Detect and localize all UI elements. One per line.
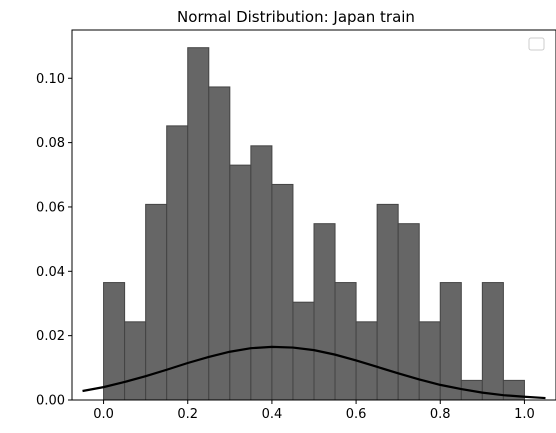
legend-box <box>528 37 545 51</box>
histogram-bar <box>229 164 252 401</box>
normal-curve-line <box>82 345 546 400</box>
bars-layer <box>103 47 525 401</box>
histogram-bar <box>292 301 315 401</box>
histogram-bar <box>271 183 294 401</box>
histogram-bar <box>250 145 273 401</box>
histogram-bar <box>313 223 336 401</box>
x-tick-label: 0.4 <box>262 407 283 422</box>
y-tick-label: 0.08 <box>36 136 65 151</box>
histogram-bar <box>481 282 504 401</box>
y-axis-ticks: 0.00 0.02 0.04 0.06 0.08 0.10 <box>36 72 72 409</box>
plot-frame <box>71 29 556 401</box>
x-tick-label: 0.6 <box>346 407 367 422</box>
histogram-bar <box>166 125 189 401</box>
y-tick-label: 0.10 <box>36 72 65 87</box>
histogram-bar <box>418 321 441 401</box>
x-tick-label: 0.8 <box>430 407 451 422</box>
y-tick-label: 0.06 <box>36 200 65 215</box>
x-tick-label: 1.0 <box>514 407 535 422</box>
histogram-bar <box>334 282 357 401</box>
y-tick-label: 0.02 <box>36 329 65 344</box>
histogram-bar <box>439 282 462 401</box>
histogram-bar <box>187 47 210 401</box>
x-axis-ticks: 0.0 0.2 0.4 0.6 0.8 1.0 <box>93 400 535 422</box>
y-tick-label: 0.00 <box>36 394 65 409</box>
y-tick-label: 0.04 <box>36 265 65 280</box>
x-tick-label: 0.2 <box>177 407 198 422</box>
x-tick-label: 0.0 <box>93 407 114 422</box>
histogram-bar <box>124 321 147 401</box>
chart-title: Normal Distribution: Japan train <box>177 8 415 26</box>
